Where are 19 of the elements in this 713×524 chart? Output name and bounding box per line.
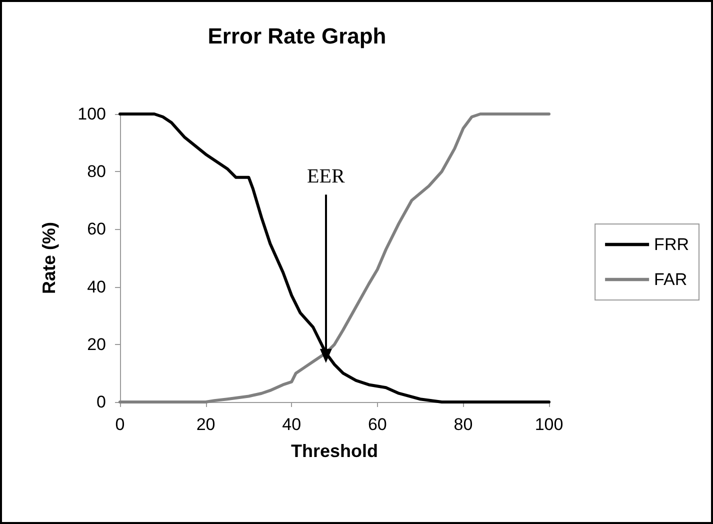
y-tick-label: 80: [87, 162, 106, 182]
x-tick-label: 60: [368, 415, 387, 434]
y-tick-label: 0: [96, 392, 106, 412]
x-tick-label: 20: [196, 415, 216, 434]
x-tick-label: 100: [534, 415, 564, 434]
x-tick-label: 80: [454, 415, 473, 434]
y-axis-title: Rate (%): [39, 222, 59, 294]
legend-label: FRR: [654, 235, 690, 254]
y-tick-label: 40: [87, 277, 106, 296]
line-series: [118, 112, 550, 404]
x-tick-label: 40: [282, 415, 302, 434]
y-tick-label: 100: [78, 104, 106, 124]
annotation: EER: [307, 166, 346, 188]
chart-title: Error Rate Graph: [208, 24, 386, 48]
y-tick-label: 20: [87, 334, 106, 354]
x-tick-label: 0: [115, 415, 125, 434]
y-tick-label: 60: [87, 220, 106, 239]
legend-label: FAR: [654, 270, 688, 289]
x-axis-title: Threshold: [290, 441, 378, 461]
